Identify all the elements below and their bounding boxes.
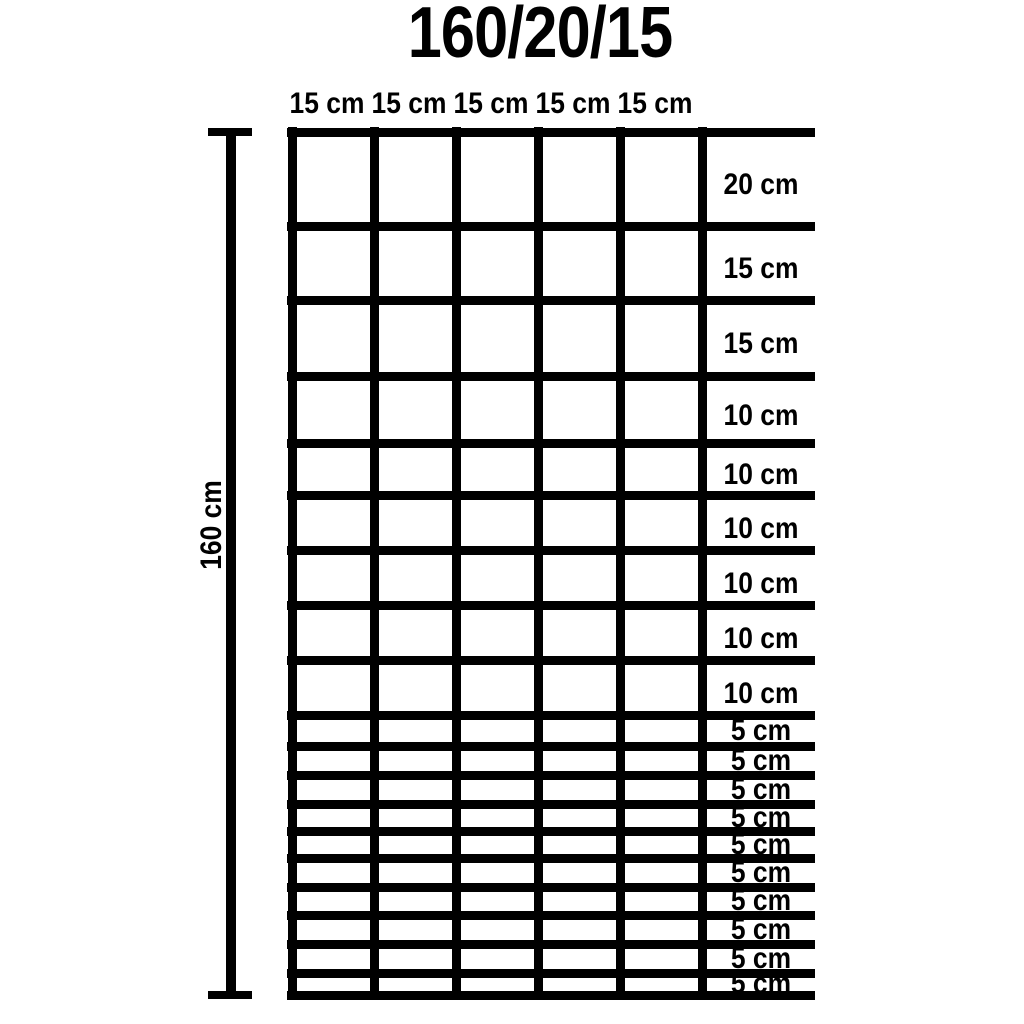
grid-horizontal-line	[287, 968, 815, 978]
column-header-label: 15 cm	[371, 87, 447, 120]
grid-horizontal-line	[287, 741, 815, 751]
row-height-label: 5 cm	[730, 827, 792, 861]
grid-vertical-line	[451, 127, 461, 1000]
grid-horizontal-line	[287, 438, 815, 448]
dimension-line-vertical	[226, 128, 236, 999]
grid-horizontal-line	[287, 295, 815, 305]
column-header-label: 15 cm	[617, 87, 693, 120]
row-height-label: 5 cm	[730, 967, 792, 1000]
grid-horizontal-line	[287, 770, 815, 780]
row-height-label: 5 cm	[730, 912, 792, 946]
row-height-label: 5 cm	[730, 800, 792, 834]
row-height-label: 10 cm	[723, 458, 799, 491]
grid-horizontal-line	[287, 710, 815, 720]
grid-vertical-line	[369, 127, 379, 1000]
row-height-label: 15 cm	[723, 252, 799, 285]
row-height-label: 20 cm	[723, 168, 799, 201]
row-height-label: 5 cm	[730, 772, 792, 806]
row-height-label: 5 cm	[730, 713, 792, 747]
grid-vertical-line	[287, 127, 297, 1000]
column-header-label: 15 cm	[289, 87, 365, 120]
grid-horizontal-line	[287, 600, 815, 610]
row-height-label: 5 cm	[730, 855, 792, 889]
height-dimension-label: 160 cm	[195, 480, 228, 570]
grid-vertical-line	[533, 127, 543, 1000]
diagram-title: 160/20/15	[407, 0, 673, 73]
row-height-label: 5 cm	[730, 743, 792, 777]
column-header-label: 15 cm	[453, 87, 529, 120]
grid-horizontal-line	[287, 371, 815, 381]
row-height-label: 10 cm	[723, 676, 799, 710]
column-header-label: 15 cm	[535, 87, 611, 120]
grid-horizontal-line	[287, 127, 815, 137]
grid-horizontal-line	[287, 910, 815, 920]
grid-horizontal-line	[287, 826, 815, 836]
grid-horizontal-line	[287, 853, 815, 863]
grid-horizontal-line	[287, 939, 815, 949]
row-height-label: 5 cm	[730, 941, 792, 975]
row-height-label: 5 cm	[730, 884, 792, 917]
row-height-label: 10 cm	[723, 566, 799, 600]
row-height-label: 15 cm	[723, 327, 799, 360]
row-height-label: 10 cm	[723, 511, 799, 545]
grid-horizontal-line	[287, 221, 815, 231]
grid-vertical-line	[615, 127, 625, 1000]
grid-vertical-line	[697, 127, 707, 1000]
grid-horizontal-line	[287, 490, 815, 500]
grid-horizontal-line	[287, 882, 815, 892]
grid-horizontal-line	[287, 990, 815, 1000]
dimension-cap-bottom	[208, 991, 252, 999]
grid-horizontal-line	[287, 655, 815, 665]
grid-horizontal-line	[287, 799, 815, 809]
row-height-label: 10 cm	[723, 398, 799, 432]
row-height-label: 10 cm	[723, 621, 799, 655]
grid-horizontal-line	[287, 545, 815, 555]
